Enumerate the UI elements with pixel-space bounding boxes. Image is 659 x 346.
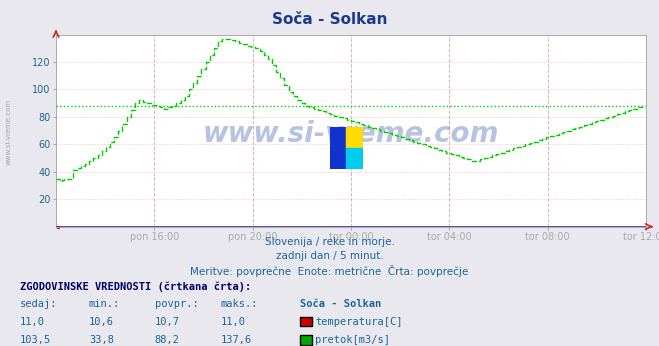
Text: 103,5: 103,5	[20, 335, 51, 345]
Text: Slovenija / reke in morje.: Slovenija / reke in morje.	[264, 237, 395, 247]
Text: 137,6: 137,6	[221, 335, 252, 345]
Text: Soča - Solkan: Soča - Solkan	[272, 12, 387, 27]
Text: sedaj:: sedaj:	[20, 299, 57, 309]
Text: 10,6: 10,6	[89, 317, 114, 327]
Text: temperatura[C]: temperatura[C]	[315, 317, 403, 327]
Text: min.:: min.:	[89, 299, 120, 309]
Text: Meritve: povprečne  Enote: metrične  Črta: povprečje: Meritve: povprečne Enote: metrične Črta:…	[190, 265, 469, 277]
Text: Soča - Solkan: Soča - Solkan	[300, 299, 381, 309]
Text: www.si-vreme.com: www.si-vreme.com	[203, 120, 499, 148]
Text: 11,0: 11,0	[221, 317, 246, 327]
Text: 11,0: 11,0	[20, 317, 45, 327]
Text: maks.:: maks.:	[221, 299, 258, 309]
Text: pretok[m3/s]: pretok[m3/s]	[315, 335, 390, 345]
Text: ZGODOVINSKE VREDNOSTI (črtkana črta):: ZGODOVINSKE VREDNOSTI (črtkana črta):	[20, 282, 251, 292]
Text: povpr.:: povpr.:	[155, 299, 198, 309]
Text: 10,7: 10,7	[155, 317, 180, 327]
Text: www.si-vreme.com: www.si-vreme.com	[5, 98, 11, 165]
Text: zadnji dan / 5 minut.: zadnji dan / 5 minut.	[275, 251, 384, 261]
Text: 33,8: 33,8	[89, 335, 114, 345]
Text: 88,2: 88,2	[155, 335, 180, 345]
